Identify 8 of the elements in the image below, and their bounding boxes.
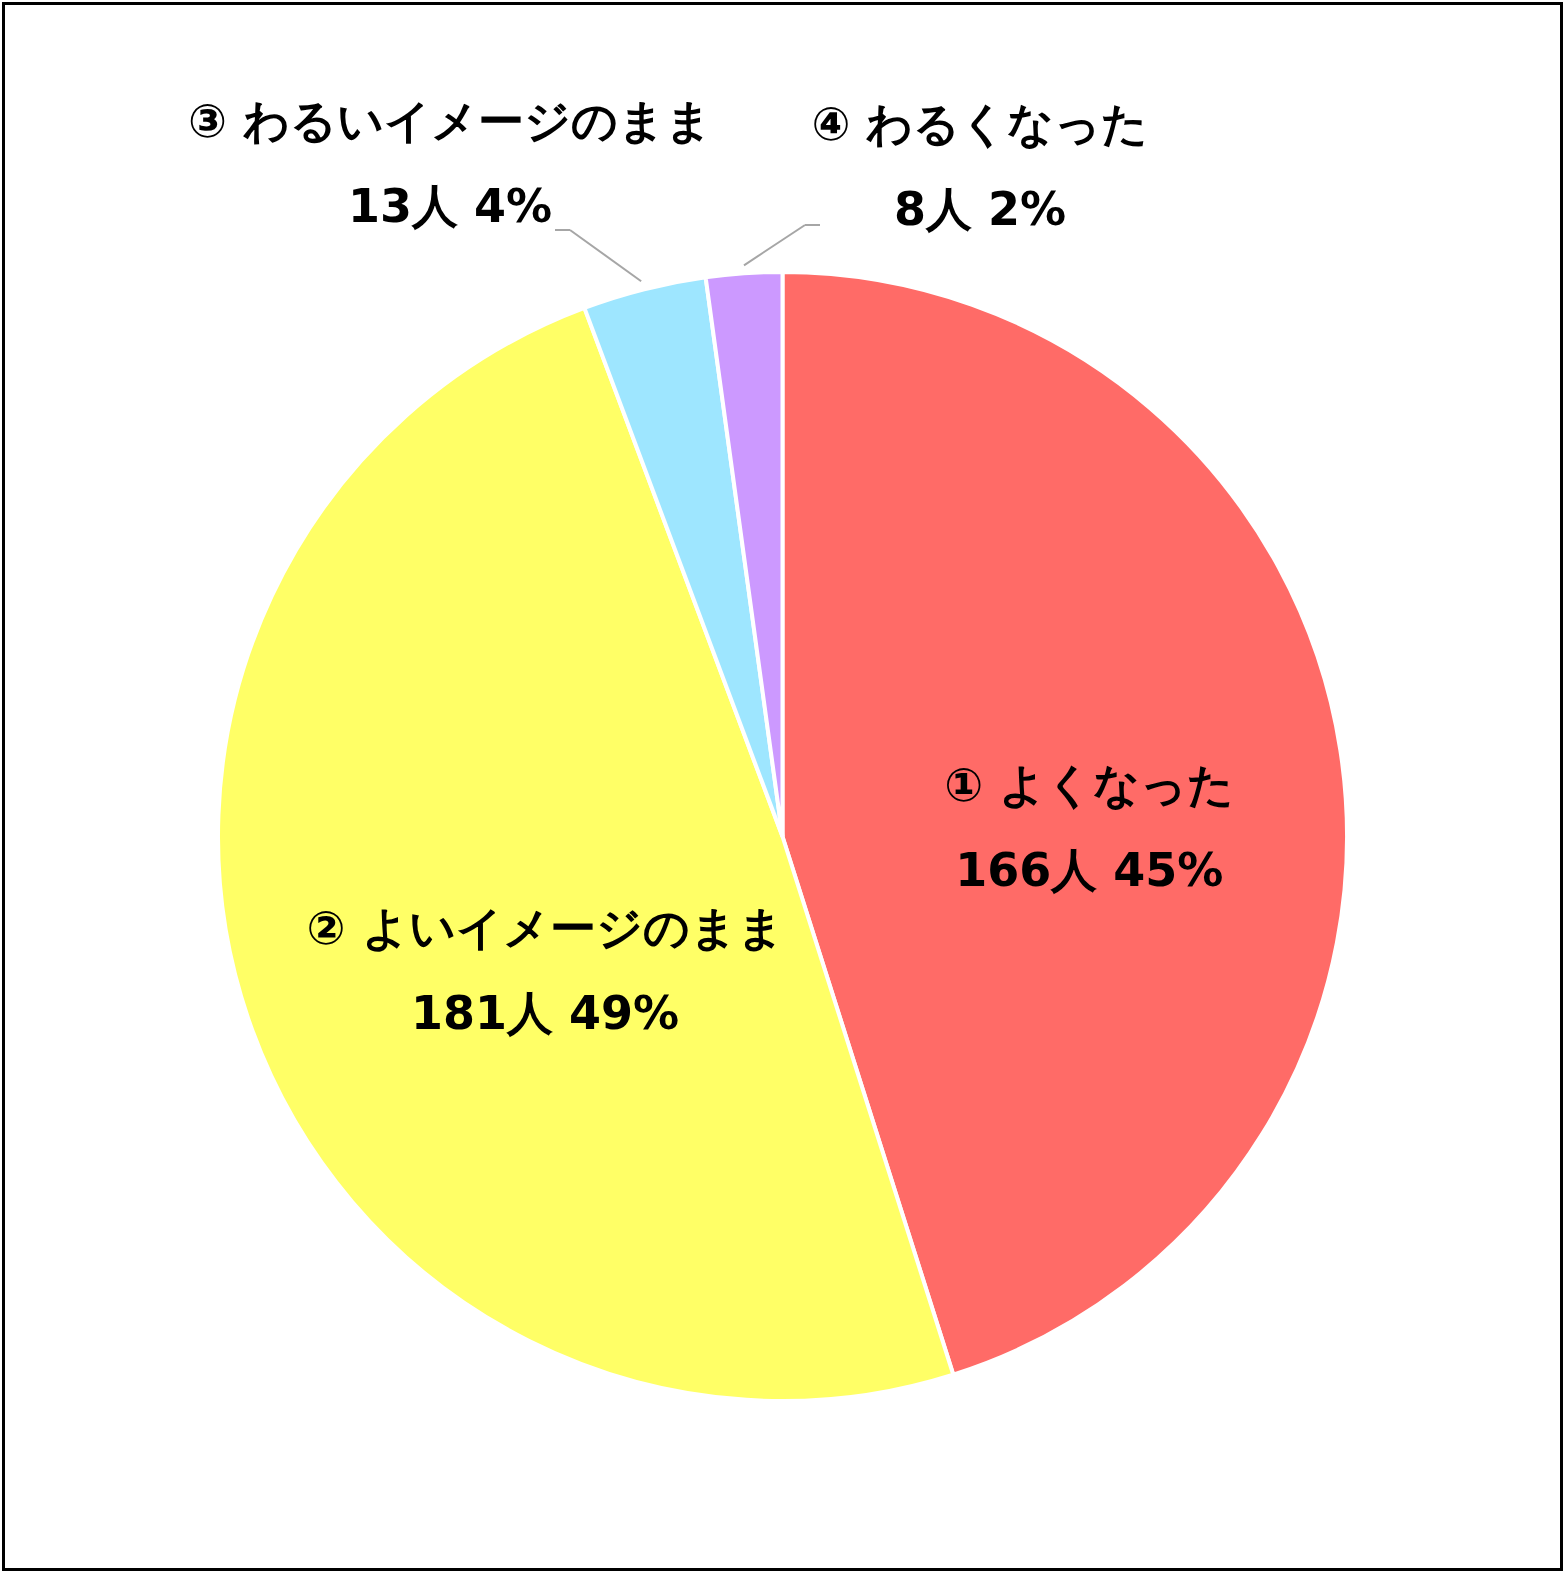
slice-label: ① よくなった — [944, 757, 1235, 812]
data-label: 13人 4% — [347, 178, 553, 233]
data-label: 181人 49% — [411, 986, 680, 1041]
slice-label: ④ わるくなった — [811, 96, 1149, 151]
data-label: 166人 45% — [955, 842, 1224, 897]
slice-label: ③ わるいイメージのまま — [188, 93, 712, 148]
slice-label: ② よいイメージのまま — [306, 901, 784, 956]
data-label: 8人 2% — [893, 181, 1067, 236]
